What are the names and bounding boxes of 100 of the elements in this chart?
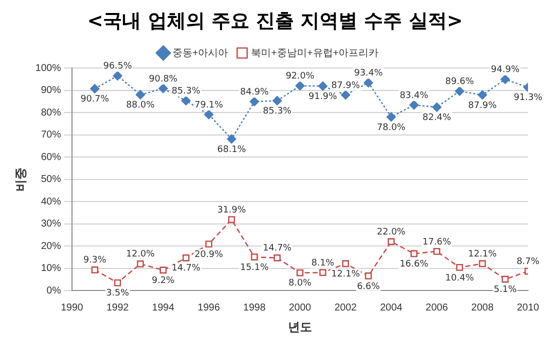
y-tick-label: 30% [40,218,62,230]
x-tick-label: 2006 [426,302,448,314]
point [318,81,328,91]
data-label: 91.9% [308,92,338,102]
point [456,264,464,271]
point [478,90,488,100]
point [340,90,350,100]
point [433,248,440,255]
data-label: 87.9% [331,80,360,91]
x-axis-title: 년도 [288,320,312,334]
data-label: 93.4% [354,68,384,79]
x-tick-label: 2010 [516,302,540,314]
data-label: 16.6% [400,259,429,270]
data-label: 3.5% [106,288,130,299]
legend-label: 중동+아시아 [172,48,228,59]
y-tick-label: 10% [40,263,62,274]
data-label: 31.9% [217,205,246,216]
data-label: 89.6% [445,76,474,87]
point [342,260,350,268]
point [386,112,396,122]
data-label: 94.9% [490,65,520,76]
point [136,260,144,268]
data-label: 22.0% [376,227,406,238]
y-tick-label: 0% [46,285,62,296]
data-label: 87.9% [468,100,498,111]
data-label: 15.1% [240,262,270,273]
point [204,110,214,120]
x-tick-label: 1992 [106,302,130,314]
chart-title: <국내 업체의 주요 진출 지역별 수주 실적> [86,9,464,34]
data-label: 9.2% [152,276,176,286]
point [160,266,167,274]
y-tick-label: 90% [40,85,62,96]
point [228,216,236,224]
data-label: 17.6% [422,237,452,248]
y-axis-title: 비중 [14,167,28,192]
data-label: 14.7% [262,244,292,254]
data-label: 91.3% [514,93,543,104]
point [295,81,305,90]
data-label: 88.0% [126,100,156,111]
x-tick-label: 2004 [380,302,403,314]
data-label: 85.3% [172,86,201,97]
point [181,96,191,106]
point [112,71,122,80]
data-label: 12.0% [126,250,156,260]
point [226,134,236,144]
legend-label: 북미+중남미+유럽+아프리카 [251,48,379,59]
x-tick-label: 2008 [471,302,494,314]
data-label: 5.1% [494,285,518,296]
point [364,272,372,280]
x-tick-label: 2000 [288,302,312,314]
point [250,96,260,106]
data-label: 8.7% [516,257,540,268]
x-tick-label: 1990 [60,302,84,314]
point [502,276,509,283]
point [91,266,98,274]
data-label: 92.0% [286,72,315,82]
data-label: 12.1% [468,250,498,260]
data-label: 79.1% [194,100,224,110]
data-label: 8.1% [311,258,335,268]
point [364,78,374,88]
data-label: 78.0% [376,122,406,133]
y-tick-label: 100% [35,62,62,74]
data-label: 83.4% [400,90,429,101]
point [432,102,442,112]
data-label: 9.3% [83,256,107,266]
data-label: 14.7% [172,264,201,274]
y-tick-label: 20% [40,240,62,252]
point [500,74,510,84]
point [296,269,304,276]
point [388,238,395,246]
y-tick-label: 40% [40,196,62,208]
data-label: 20.9% [194,250,224,260]
data-label: 90.7% [80,94,110,105]
point [205,240,212,248]
y-tick-label: 80% [40,107,62,118]
data-label: 68.1% [217,144,246,155]
data-label: 84.9% [240,87,270,98]
point [90,84,100,94]
point [114,279,122,286]
x-tick-label: 2002 [334,302,358,314]
point [274,254,281,262]
y-tick-label: 70% [40,130,62,141]
x-tick-label: 1998 [243,302,266,314]
x-tick-label: 1994 [152,302,175,314]
data-label: 82.4% [422,113,452,124]
data-label: 90.8% [148,74,178,84]
point [409,100,419,110]
point [158,84,168,94]
data-label: 12.1% [331,270,360,280]
point [410,250,418,258]
data-label: 6.6% [356,282,380,292]
point [182,254,190,262]
x-tick-label: 1996 [198,302,220,314]
point [478,260,486,268]
y-tick-label: 50% [40,174,62,186]
data-label: 96.5% [103,62,132,72]
point [136,90,146,100]
point [454,86,464,96]
point [319,269,326,276]
y-tick-label: 60% [40,152,62,163]
